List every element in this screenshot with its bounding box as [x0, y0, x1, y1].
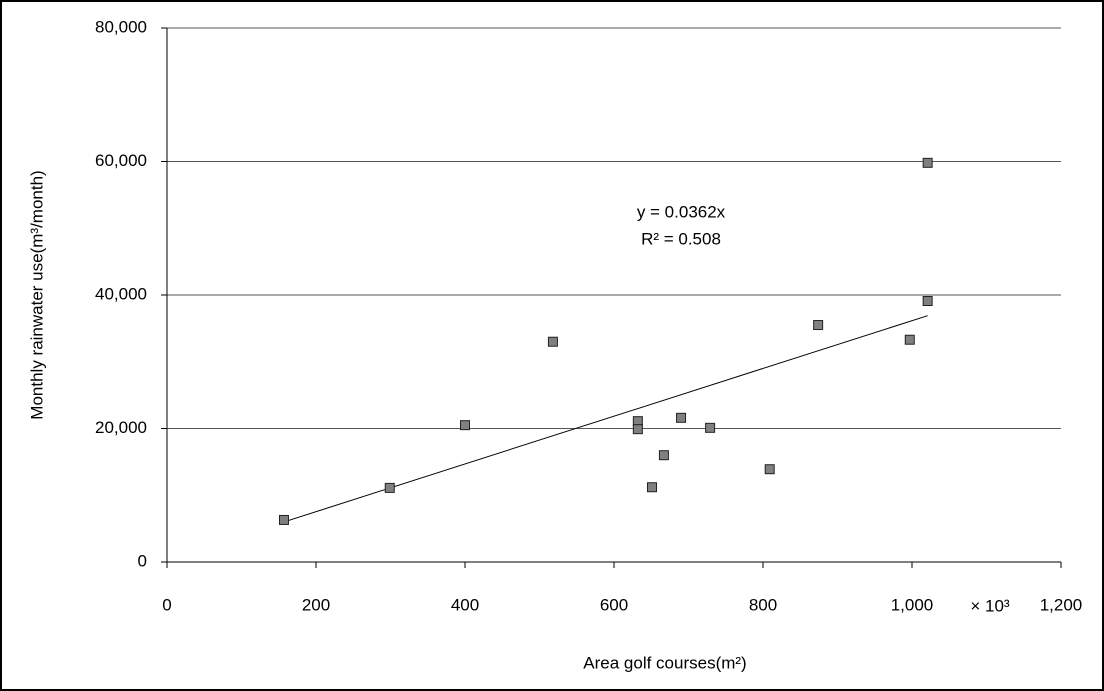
trendline-r-squared: R² = 0.508 — [641, 229, 721, 248]
y-tick-label: 20,000 — [95, 418, 147, 437]
point — [923, 297, 932, 306]
x-tick-label: 400 — [451, 595, 479, 614]
y-tick-label: 60,000 — [95, 151, 147, 170]
point — [385, 483, 394, 492]
point — [659, 451, 668, 460]
x-tick-label: 600 — [600, 595, 628, 614]
point — [765, 465, 774, 474]
chart: Area golf courses(m²) × 10³ Monthly rain… — [0, 0, 1104, 691]
x-tick-label: 800 — [749, 595, 777, 614]
point — [461, 421, 470, 430]
x-tick-label: 1,200 — [1040, 595, 1083, 614]
trendline-equation: y = 0.0362x — [637, 202, 726, 221]
x-axis-label: Area golf courses(m²) — [583, 653, 746, 672]
point — [905, 335, 914, 344]
point — [548, 337, 557, 346]
y-tick-label: 40,000 — [95, 284, 147, 303]
point — [279, 515, 288, 524]
point — [677, 413, 686, 422]
x-tick-label: 0 — [162, 595, 171, 614]
y-tick-label: 80,000 — [95, 17, 147, 36]
point — [814, 321, 823, 330]
y-tick-label: 0 — [138, 551, 147, 570]
point — [923, 158, 932, 167]
point — [706, 423, 715, 432]
point — [633, 425, 642, 434]
x-multiplier: × 10³ — [970, 596, 1010, 615]
point — [647, 483, 656, 492]
x-tick-label: 1,000 — [891, 595, 934, 614]
y-axis-label: Monthly rainwater use(m³/month) — [27, 170, 46, 419]
x-tick-label: 200 — [302, 595, 330, 614]
